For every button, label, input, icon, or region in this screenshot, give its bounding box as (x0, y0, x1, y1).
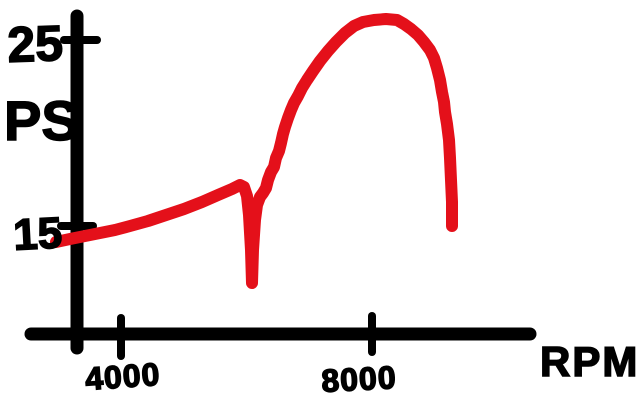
pressure-curve-path (50, 13, 458, 289)
x-tick-label-4000: 4000 (84, 356, 162, 397)
y-tick-label-15: 15 (12, 208, 63, 259)
y-tick-label-25: 25 (6, 15, 64, 73)
y-axis-label: PS (4, 89, 79, 152)
x-axis (24, 312, 537, 360)
y-axis (57, 9, 101, 355)
x-tick-label-8000: 8000 (320, 359, 397, 399)
x-axis-label: RPM (540, 338, 639, 385)
